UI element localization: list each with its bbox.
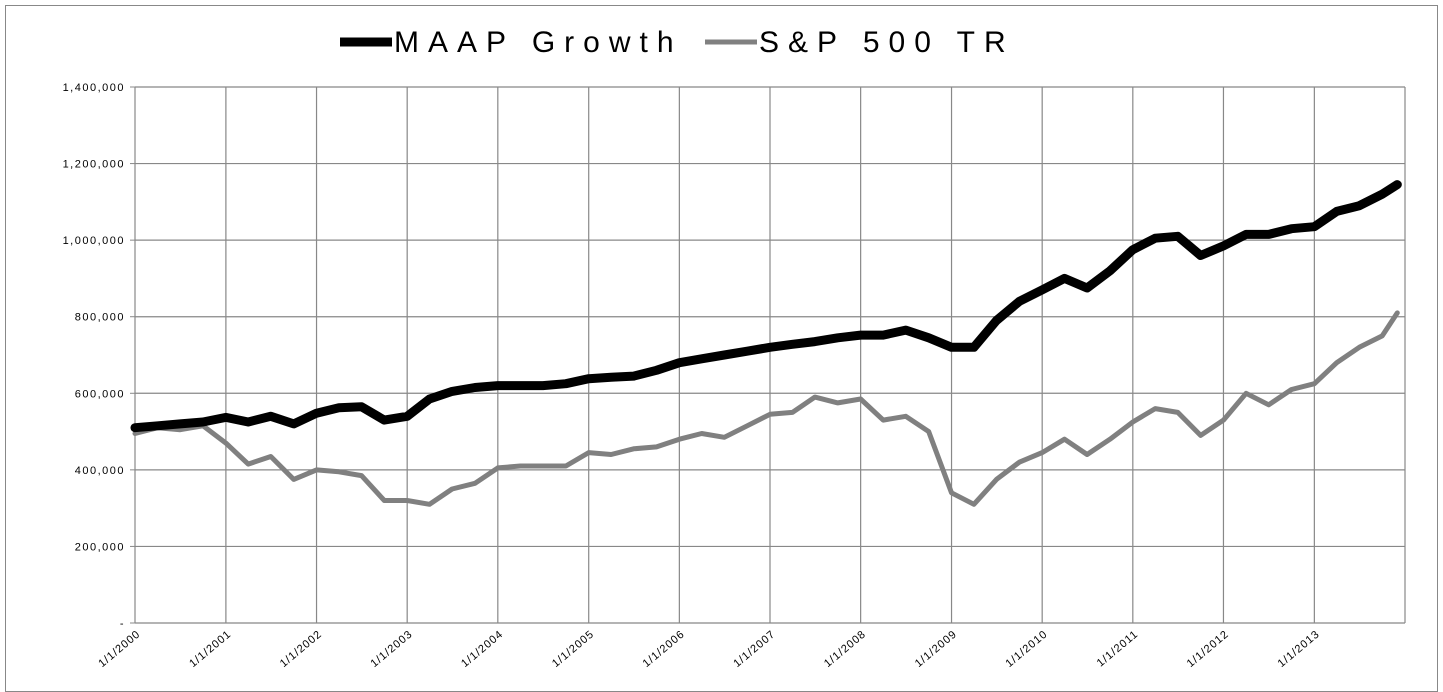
chart-border — [5, 5, 1438, 692]
legend-label: S&P 500 TR — [759, 26, 1015, 59]
y-tick-label: - — [120, 618, 125, 630]
legend-label: MAAP Growth — [394, 26, 683, 59]
y-tick-label: 200,000 — [75, 541, 125, 553]
y-tick-label: 600,000 — [75, 388, 125, 400]
y-tick-label: 1,200,000 — [63, 159, 125, 171]
y-tick-label: 400,000 — [75, 465, 125, 477]
series-line — [130, 180, 1402, 433]
y-tick-label: 1,000,000 — [63, 235, 125, 247]
y-tick-label: 800,000 — [75, 312, 125, 324]
series-line — [132, 310, 1400, 507]
y-tick-label: 1,400,000 — [63, 82, 125, 94]
